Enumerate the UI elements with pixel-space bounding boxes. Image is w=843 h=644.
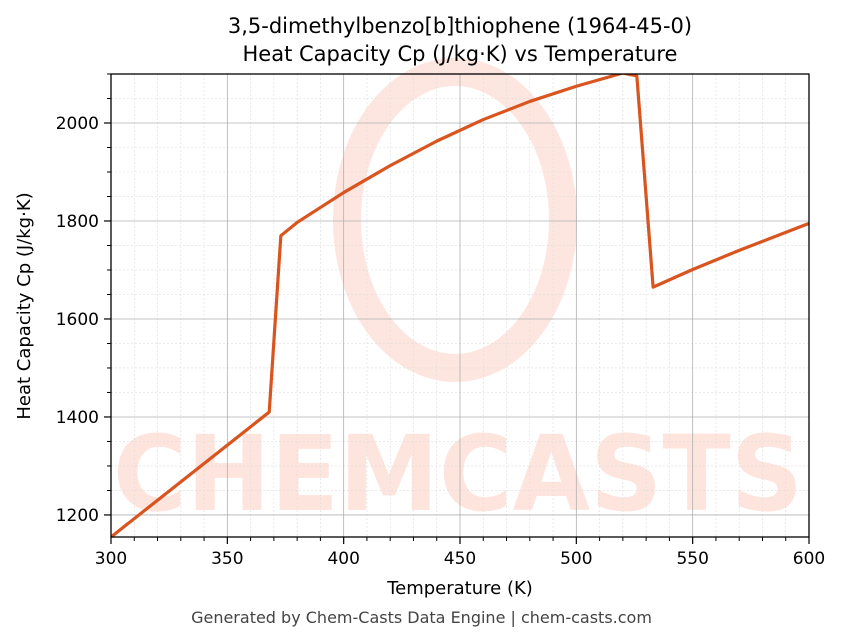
series-layer [111, 74, 809, 537]
x-axis-label: Temperature (K) [386, 578, 533, 599]
watermark-logo-ring [333, 58, 577, 382]
y-tick-label: 1200 [56, 506, 99, 526]
x-tick-label: 600 [793, 549, 825, 569]
footer-credit: Generated by Chem-Casts Data Engine | ch… [191, 608, 652, 627]
y-tick-label: 1800 [56, 212, 99, 232]
x-tick-label: 400 [327, 549, 359, 569]
x-tick-label: 550 [676, 549, 708, 569]
chart-title-line2: Heat Capacity Cp (J/kg·K) vs Temperature [243, 42, 678, 66]
y-tick-label: 1400 [56, 408, 99, 428]
x-tick-label: 300 [95, 549, 127, 569]
y-axis-label: Heat Capacity Cp (J/kg·K) [14, 192, 35, 419]
y-tick-label: 1600 [56, 310, 99, 330]
x-tick-label: 500 [560, 549, 592, 569]
x-tick-label: 350 [211, 549, 243, 569]
x-axis: 300 350 400 450 500 550 600 [95, 537, 825, 569]
watermark: CHEMCASTS [113, 58, 803, 535]
chart-title-line1: 3,5-dimethylbenzo[b]thiophene (1964-45-0… [228, 14, 692, 38]
series-line-0 [111, 74, 809, 537]
y-axis: 1200 1400 1600 1800 2000 [56, 73, 111, 526]
watermark-text: CHEMCASTS [113, 413, 803, 535]
x-tick-label: 450 [444, 549, 476, 569]
y-tick-label: 2000 [56, 114, 99, 134]
